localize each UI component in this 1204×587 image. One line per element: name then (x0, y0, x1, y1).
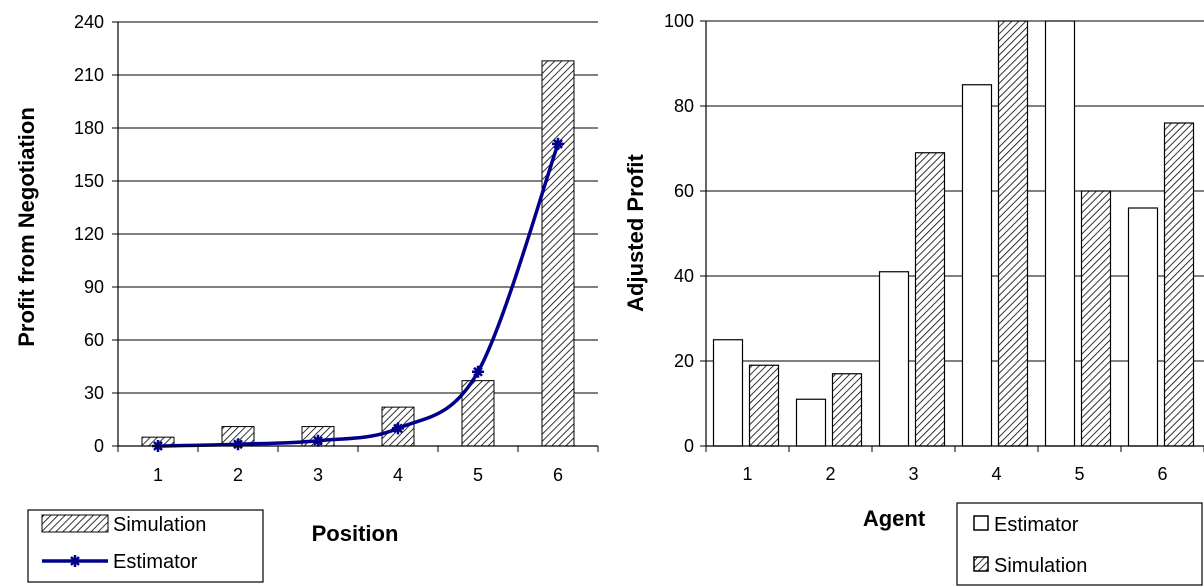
right-estimator-bar (795, 398, 827, 447)
left-x-tick-label: 3 (313, 465, 323, 485)
left-y-tick-label: 120 (74, 224, 104, 244)
right-y-tick-label: 20 (674, 351, 694, 371)
left-x-tick-label: 1 (153, 465, 163, 485)
left-estimator-point (472, 365, 484, 378)
right-simulation-bar (748, 364, 780, 447)
left-x-axis-title: Position (312, 521, 399, 546)
right-estimator-bar (1044, 20, 1076, 447)
left-x-tick-label: 5 (473, 465, 483, 485)
left-legend-estimator-label: Estimator (113, 551, 198, 573)
right-gridlines (700, 20, 1204, 447)
right-y-axis-title: Adjusted Profit (623, 153, 648, 311)
right-x-tick-label: 1 (742, 464, 752, 484)
right-y-tick-labels: 0 20 40 60 80 100 (664, 11, 694, 456)
right-y-tick-label: 0 (684, 436, 694, 456)
right-x-tick-label: 2 (825, 464, 835, 484)
right-x-tick-label: 3 (908, 464, 918, 484)
right-y-tick-label: 40 (674, 266, 694, 286)
left-y-tick-label: 240 (74, 12, 104, 32)
right-x-tick-label: 6 (1157, 464, 1167, 484)
left-y-tick-label: 30 (84, 383, 104, 403)
left-simulation-bar (461, 380, 495, 447)
left-y-tick-label: 0 (94, 436, 104, 456)
right-axes (705, 21, 1204, 452)
left-y-tick-label: 180 (74, 118, 104, 138)
left-legend: Simulation Estimator (27, 509, 264, 583)
left-estimator-line (152, 137, 564, 452)
right-legend-simulation-swatch (973, 556, 989, 572)
chart-adjusted-profit-by-agent: 0 20 40 60 80 100 1 2 3 4 5 6 Adjusted Profit Agen… (623, 11, 1204, 586)
right-y-tick-label: 60 (674, 181, 694, 201)
left-legend-simulation-swatch (41, 514, 109, 533)
right-simulation-bar (1080, 190, 1112, 447)
right-y-tick-label: 100 (664, 11, 694, 31)
right-legend-estimator-swatch (973, 515, 989, 531)
right-legend-estimator-label: Estimator (994, 514, 1079, 536)
right-y-tick-label: 80 (674, 96, 694, 116)
right-simulation-bar (831, 373, 863, 447)
right-x-tick-labels: 1 2 3 4 5 6 (742, 464, 1167, 484)
left-legend-estimator-marker (69, 555, 81, 567)
right-x-tick-label: 5 (1074, 464, 1084, 484)
right-estimator-bar (1127, 207, 1159, 447)
right-legend-simulation-label: Simulation (994, 555, 1087, 577)
left-legend-simulation-label: Simulation (113, 514, 206, 536)
left-x-tick-label: 4 (393, 465, 403, 485)
left-x-tick-label: 2 (233, 465, 243, 485)
chart-profit-by-position: 0 30 60 90 120 150 180 210 240 1 2 3 4 5 6 Profit fro… (14, 12, 599, 583)
left-estimator-point (392, 422, 404, 435)
left-x-tick-labels: 1 2 3 4 5 6 (153, 465, 563, 485)
right-legend: Estimator Simulation (956, 502, 1203, 586)
left-bars (141, 60, 575, 447)
left-gridlines (112, 21, 598, 447)
right-estimator-bar (961, 84, 993, 447)
left-estimator-point (312, 434, 324, 447)
left-simulation-bar (541, 60, 575, 447)
right-x-tick-label: 4 (991, 464, 1001, 484)
left-y-tick-label: 60 (84, 330, 104, 350)
left-y-tick-label: 210 (74, 65, 104, 85)
left-y-tick-labels: 0 30 60 90 120 150 180 210 240 (74, 12, 104, 456)
left-y-axis-title: Profit from Negotiation (14, 107, 39, 347)
right-x-axis-title: Agent (863, 506, 926, 531)
right-estimator-bar (878, 271, 910, 447)
left-estimator-point (232, 438, 244, 451)
left-y-tick-label: 90 (84, 277, 104, 297)
right-simulation-bar (914, 152, 946, 447)
right-estimator-bar (712, 339, 744, 447)
left-axes (117, 22, 599, 452)
right-simulation-bar (1163, 122, 1195, 447)
left-x-tick-label: 6 (553, 465, 563, 485)
left-estimator-curve (157, 143, 560, 448)
right-bars (712, 20, 1195, 447)
left-y-tick-label: 150 (74, 171, 104, 191)
left-estimator-point (552, 137, 564, 150)
right-simulation-bar (997, 20, 1029, 447)
